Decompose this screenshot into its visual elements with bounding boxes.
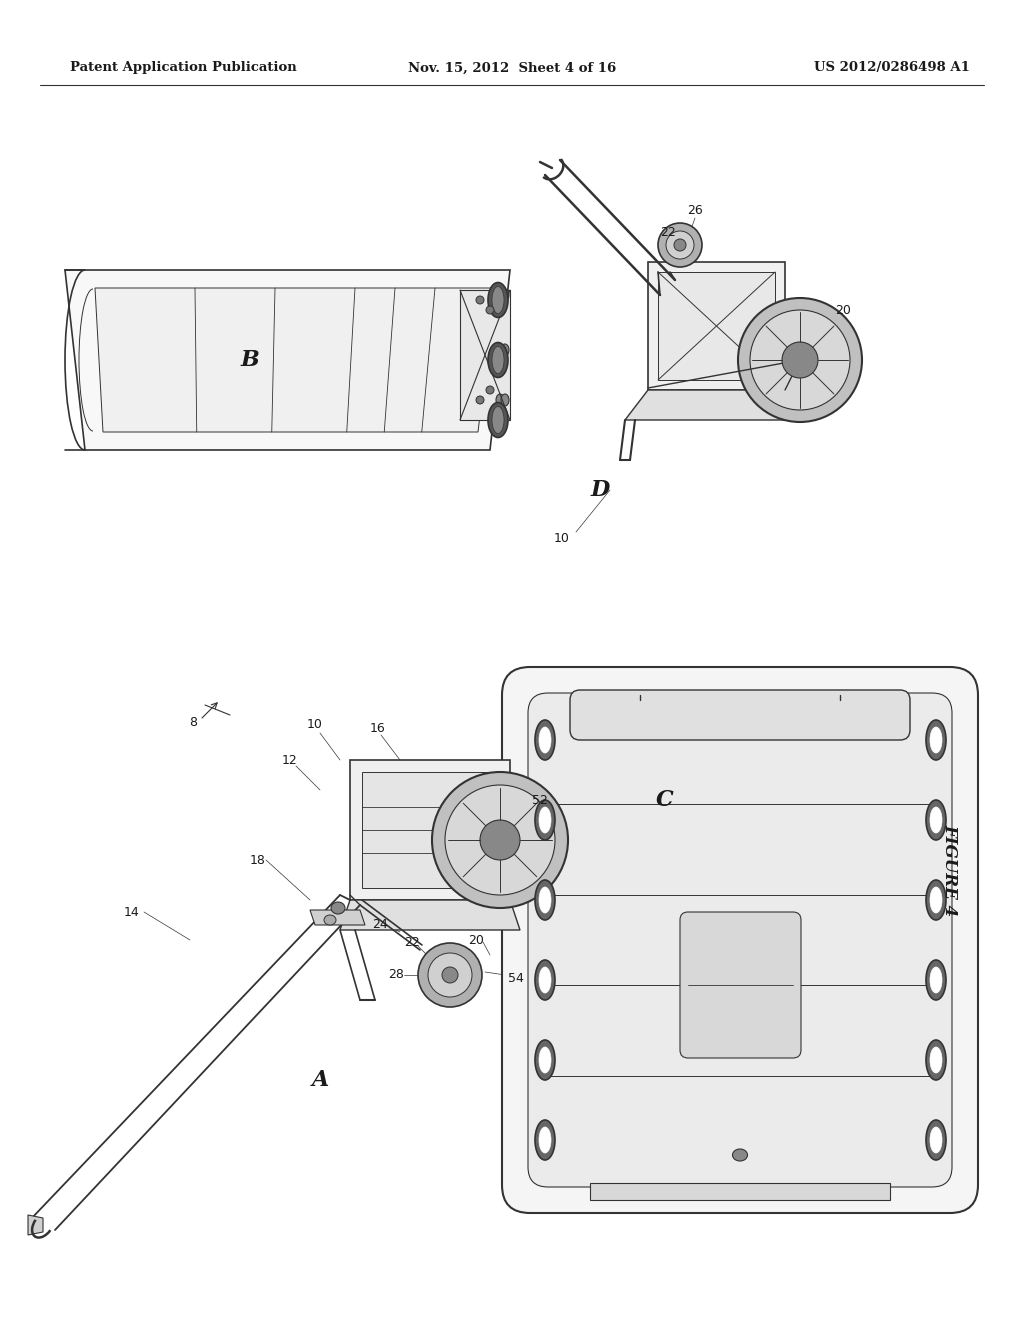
Ellipse shape — [930, 807, 942, 833]
Ellipse shape — [926, 880, 946, 920]
Ellipse shape — [535, 719, 555, 760]
FancyBboxPatch shape — [570, 690, 910, 741]
Polygon shape — [362, 772, 498, 888]
Text: US 2012/0286498 A1: US 2012/0286498 A1 — [814, 62, 970, 74]
Ellipse shape — [539, 1047, 551, 1073]
Ellipse shape — [492, 346, 504, 374]
Ellipse shape — [930, 1047, 942, 1073]
Circle shape — [418, 942, 482, 1007]
FancyBboxPatch shape — [502, 667, 978, 1213]
Ellipse shape — [539, 887, 551, 913]
Circle shape — [442, 968, 458, 983]
Ellipse shape — [732, 1148, 748, 1162]
Polygon shape — [658, 272, 775, 380]
Text: 24: 24 — [372, 917, 388, 931]
Text: 8: 8 — [189, 717, 197, 730]
Ellipse shape — [535, 960, 555, 1001]
Circle shape — [445, 785, 555, 895]
Polygon shape — [95, 288, 495, 432]
Text: 28: 28 — [388, 969, 403, 982]
Text: 12: 12 — [283, 754, 298, 767]
Ellipse shape — [930, 968, 942, 993]
Circle shape — [658, 223, 702, 267]
Circle shape — [666, 231, 694, 259]
Circle shape — [750, 310, 850, 411]
Text: Nov. 15, 2012  Sheet 4 of 16: Nov. 15, 2012 Sheet 4 of 16 — [408, 62, 616, 74]
Polygon shape — [310, 909, 365, 925]
Ellipse shape — [926, 1119, 946, 1160]
Ellipse shape — [331, 902, 345, 913]
Ellipse shape — [539, 807, 551, 833]
Text: C: C — [656, 789, 674, 810]
Text: 54: 54 — [508, 972, 524, 985]
Ellipse shape — [476, 396, 484, 404]
Text: D: D — [591, 479, 609, 502]
Text: 18: 18 — [250, 854, 266, 866]
Polygon shape — [350, 760, 510, 900]
Circle shape — [738, 298, 862, 422]
Text: 20: 20 — [468, 933, 484, 946]
Circle shape — [782, 342, 818, 378]
Ellipse shape — [930, 727, 942, 752]
Ellipse shape — [501, 345, 509, 356]
Ellipse shape — [535, 880, 555, 920]
Ellipse shape — [496, 289, 504, 301]
Ellipse shape — [535, 1040, 555, 1080]
Ellipse shape — [492, 407, 504, 433]
Text: 52: 52 — [532, 793, 548, 807]
Ellipse shape — [492, 286, 504, 314]
Circle shape — [428, 953, 472, 997]
Ellipse shape — [476, 296, 484, 304]
Text: Patent Application Publication: Patent Application Publication — [70, 62, 297, 74]
Ellipse shape — [539, 968, 551, 993]
Ellipse shape — [488, 282, 508, 318]
Ellipse shape — [926, 1040, 946, 1080]
Circle shape — [480, 820, 520, 861]
Polygon shape — [28, 1214, 43, 1236]
Text: 10: 10 — [554, 532, 570, 544]
FancyBboxPatch shape — [528, 693, 952, 1187]
Ellipse shape — [501, 289, 509, 301]
Text: A: A — [311, 1069, 329, 1092]
Ellipse shape — [488, 342, 508, 378]
Ellipse shape — [486, 306, 494, 314]
Text: 14: 14 — [124, 906, 140, 919]
Ellipse shape — [930, 887, 942, 913]
Ellipse shape — [324, 915, 336, 925]
Polygon shape — [340, 900, 520, 931]
Ellipse shape — [535, 800, 555, 840]
Ellipse shape — [496, 345, 504, 356]
Text: 26: 26 — [687, 203, 702, 216]
Circle shape — [432, 772, 568, 908]
Text: B: B — [241, 348, 259, 371]
Ellipse shape — [496, 393, 504, 407]
Polygon shape — [625, 389, 810, 420]
Ellipse shape — [539, 727, 551, 752]
Ellipse shape — [488, 403, 508, 437]
Text: 22: 22 — [404, 936, 420, 949]
Text: 22: 22 — [660, 226, 676, 239]
Text: 10: 10 — [307, 718, 323, 731]
Text: FIGURE 4: FIGURE 4 — [941, 824, 958, 916]
Ellipse shape — [926, 960, 946, 1001]
Ellipse shape — [535, 1119, 555, 1160]
Text: 20: 20 — [835, 304, 851, 317]
Ellipse shape — [539, 1127, 551, 1152]
Polygon shape — [590, 1183, 890, 1200]
FancyBboxPatch shape — [680, 912, 801, 1059]
Ellipse shape — [486, 385, 494, 393]
Ellipse shape — [926, 719, 946, 760]
Polygon shape — [460, 290, 510, 420]
Circle shape — [674, 239, 686, 251]
Ellipse shape — [930, 1127, 942, 1152]
Ellipse shape — [501, 393, 509, 407]
Text: 16: 16 — [370, 722, 386, 734]
Ellipse shape — [926, 800, 946, 840]
Polygon shape — [648, 261, 785, 389]
Polygon shape — [65, 271, 510, 450]
